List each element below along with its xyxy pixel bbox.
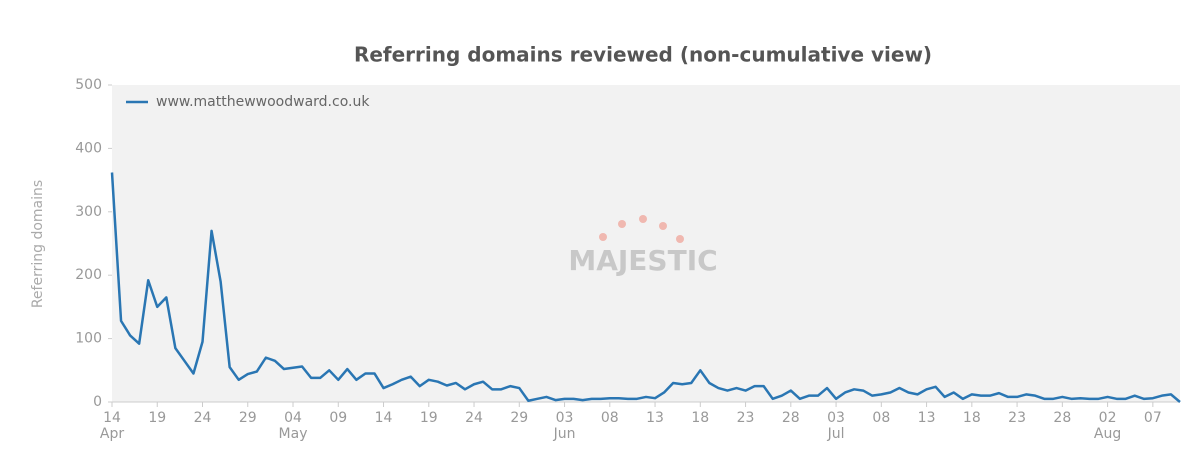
- x-tick-label: 23: [1008, 410, 1026, 426]
- x-tick-label: 28: [1053, 410, 1071, 426]
- x-tick-label: 08: [601, 410, 619, 426]
- x-tick-label: 03: [556, 410, 574, 426]
- x-tick-label: 14: [103, 410, 121, 426]
- chart-title: Referring domains reviewed (non-cumulati…: [354, 43, 932, 67]
- x-tick-label: 02: [1099, 410, 1117, 426]
- x-month-label: Aug: [1094, 426, 1121, 442]
- y-tick-label: 500: [75, 77, 102, 93]
- legend-label: www.matthewwoodward.co.uk: [156, 94, 370, 110]
- x-tick-label: 29: [239, 410, 257, 426]
- x-tick-label: 18: [963, 410, 981, 426]
- x-tick-label: 14: [375, 410, 393, 426]
- x-tick-label: 04: [284, 410, 302, 426]
- x-month-label: May: [279, 426, 308, 442]
- y-tick-label: 100: [75, 331, 102, 347]
- y-axis-label: Referring domains: [30, 180, 46, 308]
- y-tick-label: 400: [75, 140, 102, 156]
- x-tick-label: 03: [827, 410, 845, 426]
- watermark-logo: [599, 215, 684, 243]
- x-tick-label: 28: [782, 410, 800, 426]
- y-tick-label: 300: [75, 204, 102, 220]
- x-tick-label: 09: [329, 410, 347, 426]
- x-tick-label: 13: [646, 410, 664, 426]
- y-tick-label: 200: [75, 267, 102, 283]
- y-tick-label: 0: [93, 394, 102, 410]
- x-month-label: Apr: [100, 426, 124, 442]
- x-tick-label: 19: [148, 410, 166, 426]
- data-line: [110, 172, 1181, 403]
- x-tick-label: 23: [737, 410, 755, 426]
- x-tick-label: 18: [691, 410, 709, 426]
- x-month-label: Jun: [553, 426, 576, 442]
- x-tick-label: 19: [420, 410, 438, 426]
- x-tick-label: 07: [1144, 410, 1162, 426]
- watermark: MAJESTIC: [568, 244, 717, 277]
- x-tick-label: 13: [918, 410, 936, 426]
- plot-background: [112, 85, 1180, 402]
- x-tick-label: 24: [465, 410, 483, 426]
- x-tick-label: 24: [194, 410, 212, 426]
- x-tick-label: 29: [510, 410, 528, 426]
- x-tick-label: 08: [872, 410, 890, 426]
- x-month-label: Jul: [827, 426, 845, 442]
